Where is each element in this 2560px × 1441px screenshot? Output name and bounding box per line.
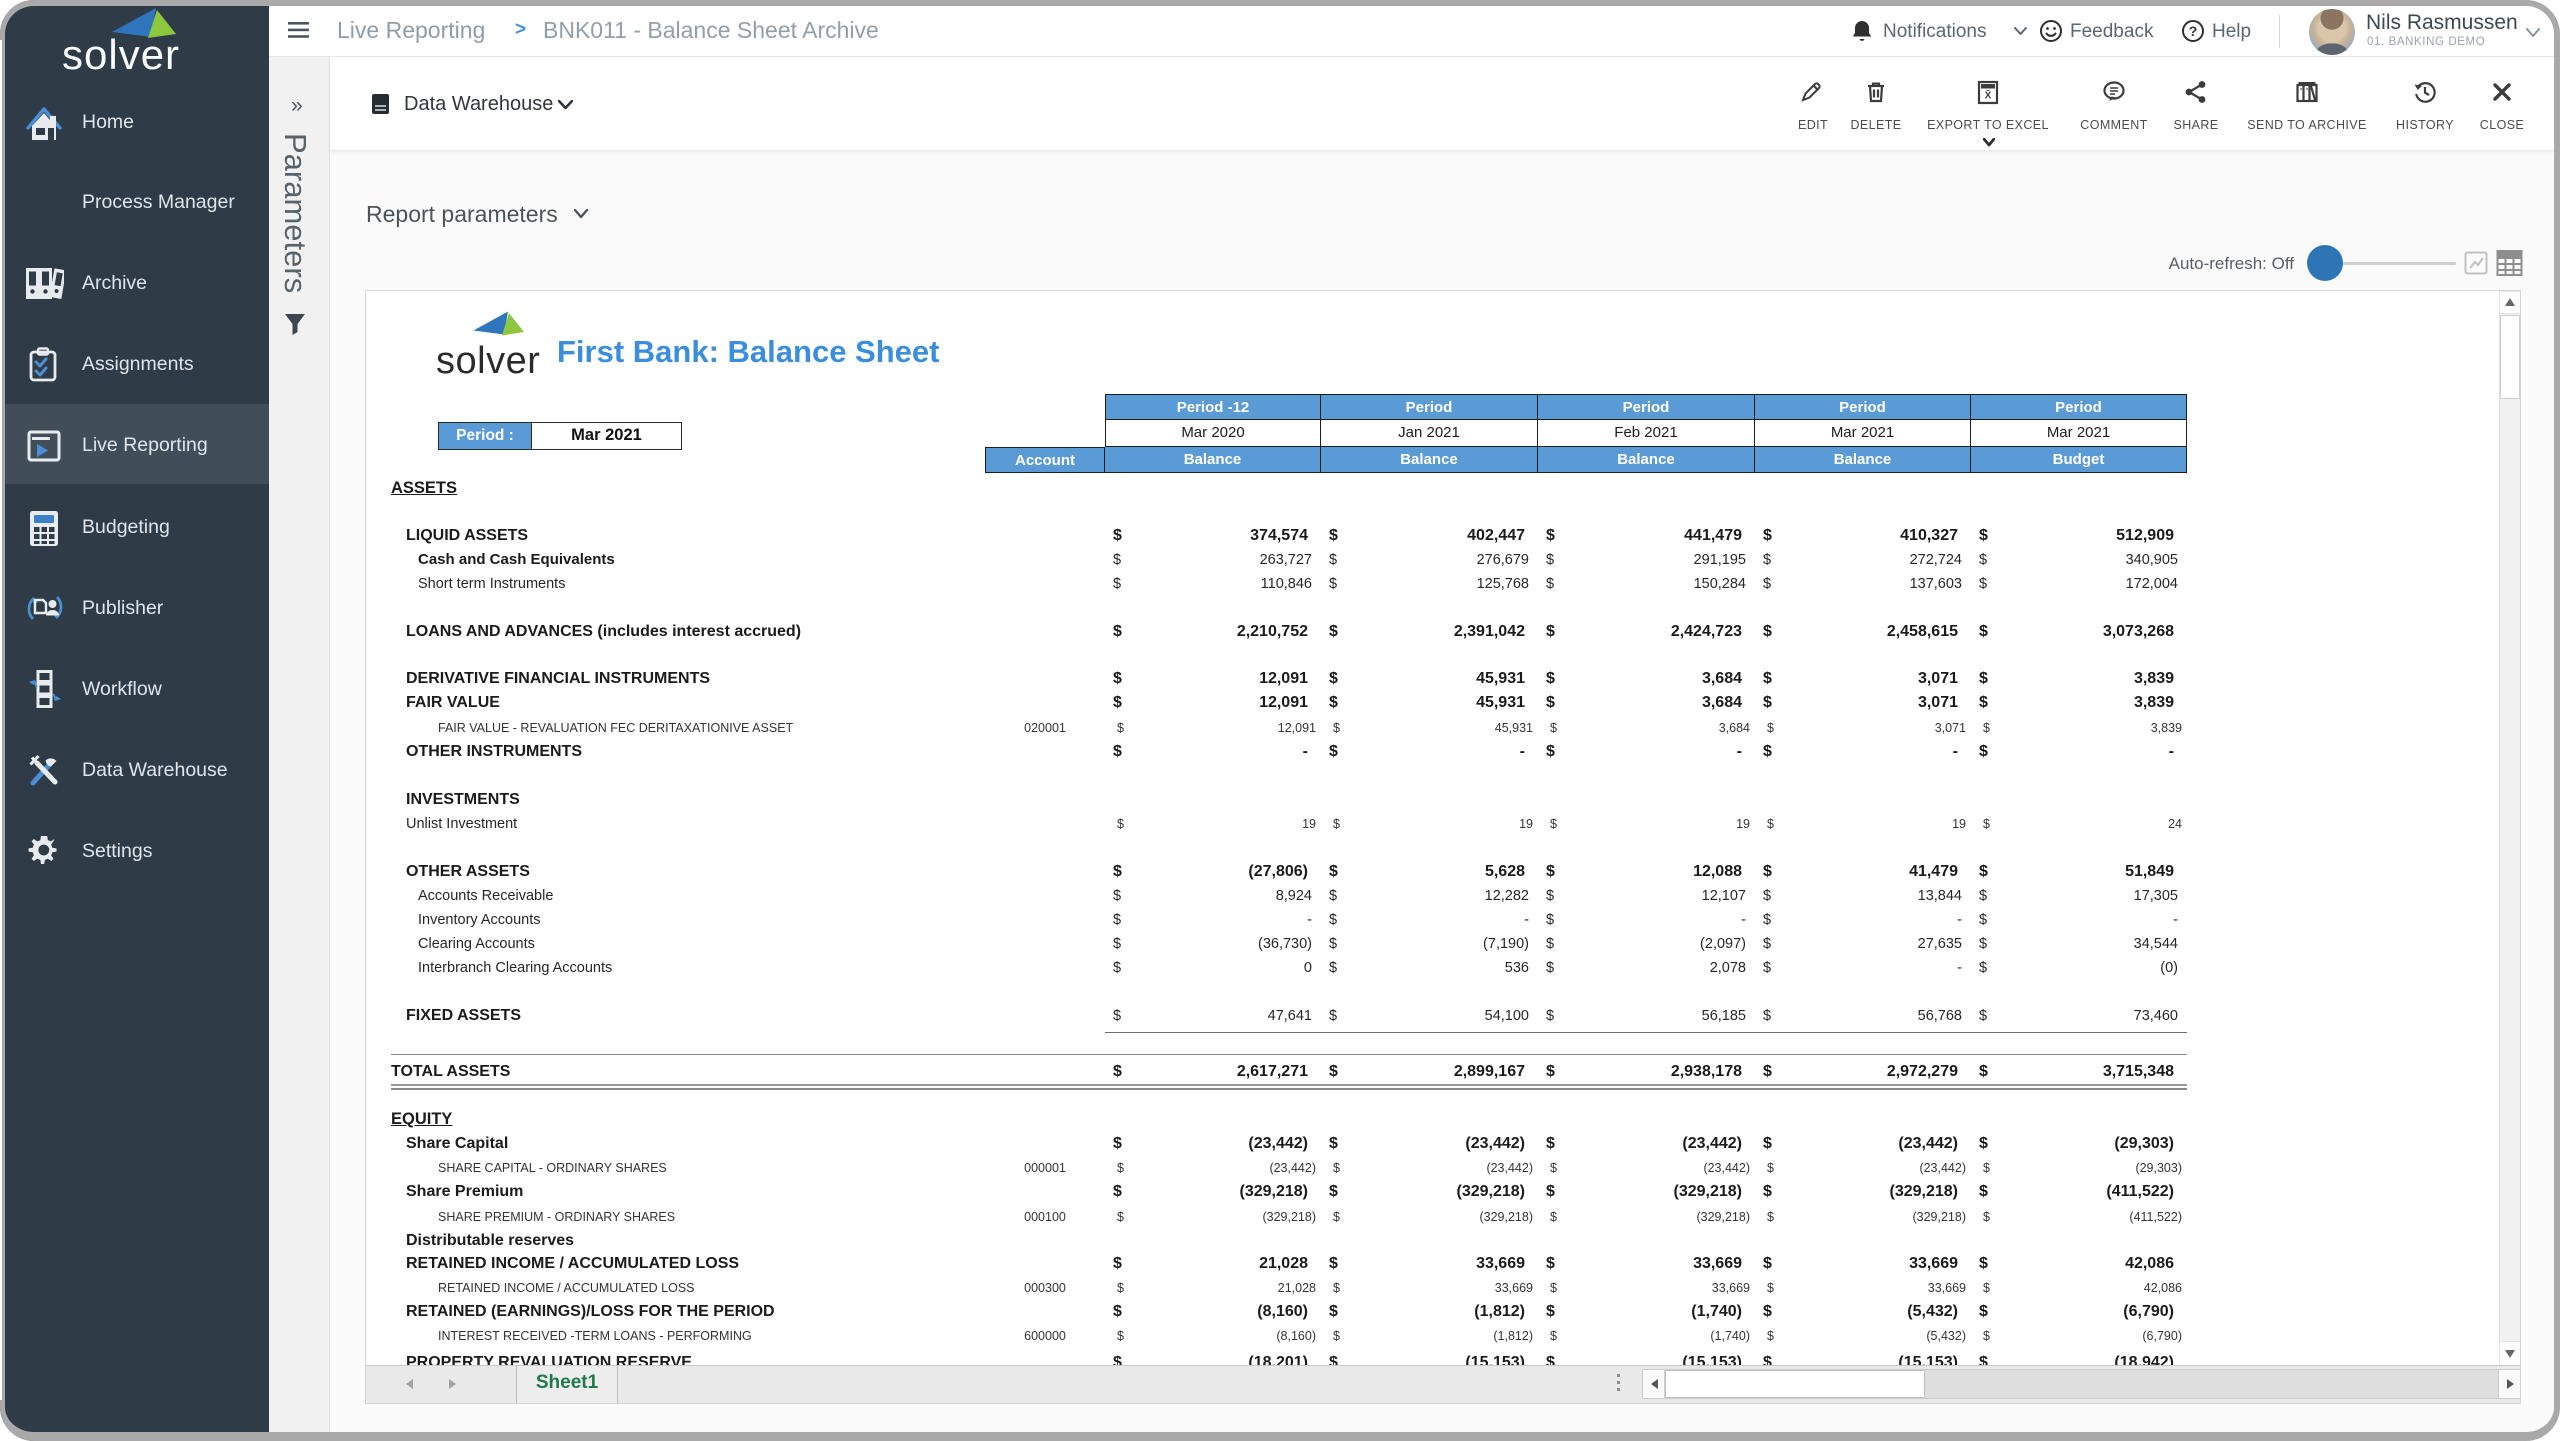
svg-text:?: ? xyxy=(2189,23,2198,39)
svg-text:X̄: X̄ xyxy=(1985,89,1992,101)
